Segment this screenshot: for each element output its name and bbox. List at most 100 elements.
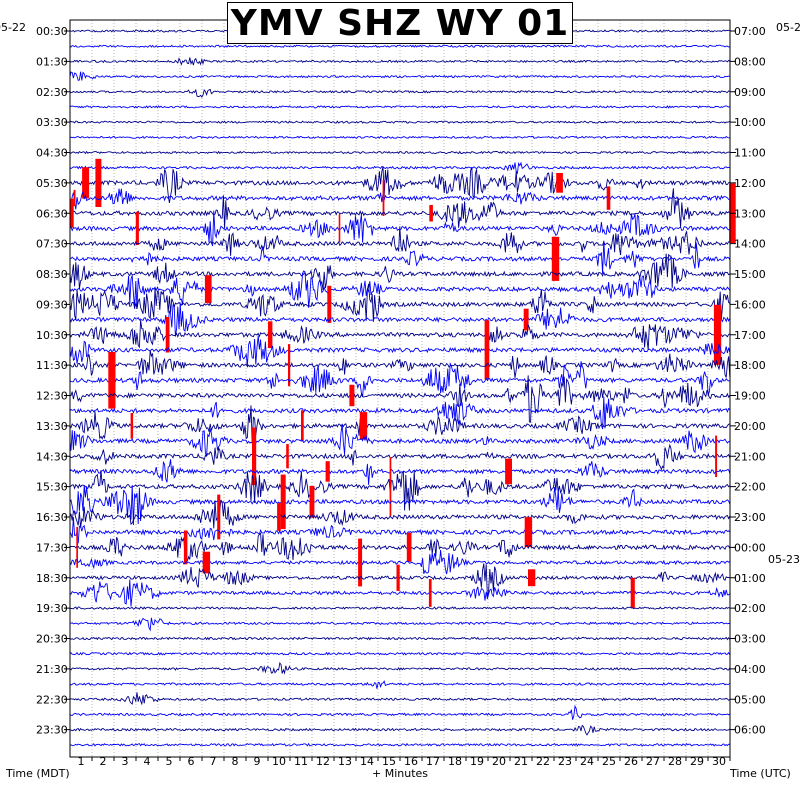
clipped-signal <box>76 526 78 568</box>
right-time-label: 18:00 <box>734 359 766 372</box>
clipped-signal <box>268 321 273 349</box>
clipped-signal <box>325 461 330 482</box>
clipped-signal <box>406 532 412 562</box>
clipped-signal <box>556 173 563 193</box>
right-time-label: 00:00 <box>734 541 766 554</box>
x-tick-label: 11 <box>294 755 308 768</box>
left-time-label: 07:30 <box>36 238 68 251</box>
left-time-label: 11:30 <box>36 359 68 372</box>
x-tick-label: 17 <box>426 755 440 768</box>
trace-line <box>69 161 731 175</box>
x-tick-label: 1 <box>78 755 85 768</box>
trace-line <box>69 105 730 109</box>
clipped-signal <box>204 275 212 304</box>
trace-line <box>69 361 730 397</box>
right-time-label: 14:00 <box>734 238 766 251</box>
date-right-top: 05-22 <box>776 21 800 34</box>
right-time-label: 06:00 <box>734 724 766 737</box>
clipped-signal <box>428 579 432 607</box>
x-tick-label: 23 <box>558 755 572 768</box>
clipped-signal <box>630 577 635 609</box>
clipped-signal <box>183 530 188 565</box>
trace-line <box>69 150 730 155</box>
x-tick-label: 24 <box>580 755 594 768</box>
right-time-label: 07:00 <box>734 25 766 38</box>
trace-line <box>70 742 730 747</box>
clipped-signal <box>396 564 400 591</box>
right-time-label: 04:00 <box>734 663 766 676</box>
clipped-signal <box>309 485 315 518</box>
left-axis-label: Time (MDT) <box>5 767 70 780</box>
x-tick-label: 29 <box>690 755 704 768</box>
clipped-signal <box>217 494 221 540</box>
trace-line <box>69 188 731 229</box>
trace-line <box>69 549 731 575</box>
clipped-signal <box>382 180 385 216</box>
left-time-label: 10:30 <box>36 329 68 342</box>
date-right-mid: 05-23 <box>768 553 800 566</box>
clipped-signal <box>95 158 102 207</box>
right-time-label: 15:00 <box>734 268 766 281</box>
trace-line <box>69 350 731 378</box>
left-time-label: 16:30 <box>36 511 68 524</box>
clipped-signal <box>484 320 490 380</box>
left-time-label: 17:30 <box>36 541 68 554</box>
x-tick-label: 14 <box>360 755 374 768</box>
left-time-label: 03:30 <box>36 116 68 129</box>
x-tick-label: 15 <box>382 755 396 768</box>
left-time-labels: 00:30 01:30 02:30 03:30 04:30 05:30 06:30 07:30… <box>36 25 70 737</box>
x-tick-label: 19 <box>470 755 484 768</box>
x-tick-label: 13 <box>338 755 352 768</box>
trace-line <box>69 563 730 598</box>
x-tick-label: 4 <box>144 755 151 768</box>
left-time-label: 08:30 <box>36 268 68 281</box>
trace-line <box>69 302 731 337</box>
left-time-label: 18:30 <box>36 572 68 585</box>
clipped-signal <box>327 285 332 323</box>
clipped-signal <box>108 352 116 409</box>
right-time-label: 11:00 <box>734 147 766 160</box>
trace-line <box>69 120 731 124</box>
trace-line <box>69 724 731 736</box>
trace-line <box>69 71 730 81</box>
left-time-label: 09:30 <box>36 298 68 311</box>
x-tick-label: 2 <box>100 755 107 768</box>
left-time-label: 12:30 <box>36 390 68 403</box>
left-time-label: 19:30 <box>36 602 68 615</box>
trace-line <box>69 651 731 656</box>
clipped-signal <box>286 444 289 469</box>
clipped-signal <box>82 167 90 199</box>
clipped-signal <box>135 211 139 245</box>
right-time-label: 19:00 <box>734 390 766 403</box>
trace-line <box>69 166 730 203</box>
x-tick-label: 30 <box>712 755 726 768</box>
trace-line <box>69 636 731 641</box>
trace-line <box>69 606 730 611</box>
right-time-label: 22:00 <box>734 481 766 494</box>
right-time-label: 17:00 <box>734 329 766 342</box>
left-time-label: 05:30 <box>36 177 68 190</box>
x-axis-label: + Minutes <box>372 767 428 780</box>
x-tick-label: 9 <box>254 755 261 768</box>
left-time-label: 22:30 <box>36 693 68 706</box>
clipped-signal <box>713 304 722 365</box>
seismic-traces <box>69 25 736 747</box>
clipped-signal <box>70 198 74 228</box>
left-time-label: 23:30 <box>36 724 68 737</box>
trace-line <box>69 704 731 720</box>
right-time-label: 20:00 <box>734 420 766 433</box>
x-tick-label: 16 <box>404 755 418 768</box>
right-time-labels: 07:00 08:00 09:00 10:00 11:00 12:00 13:00 14:00… <box>730 25 766 737</box>
trace-line <box>69 405 730 444</box>
clipped-signal <box>715 435 718 477</box>
trace-line <box>69 579 731 607</box>
trace-line <box>69 44 730 48</box>
trace-line <box>69 443 731 471</box>
clipped-signal <box>523 308 529 331</box>
date-left: 05-22 <box>0 21 26 34</box>
trace-line <box>69 396 731 430</box>
right-time-label: 03:00 <box>734 633 766 646</box>
right-time-label: 02:00 <box>734 602 766 615</box>
x-tick-label: 25 <box>602 755 616 768</box>
clipped-signal <box>429 205 433 222</box>
